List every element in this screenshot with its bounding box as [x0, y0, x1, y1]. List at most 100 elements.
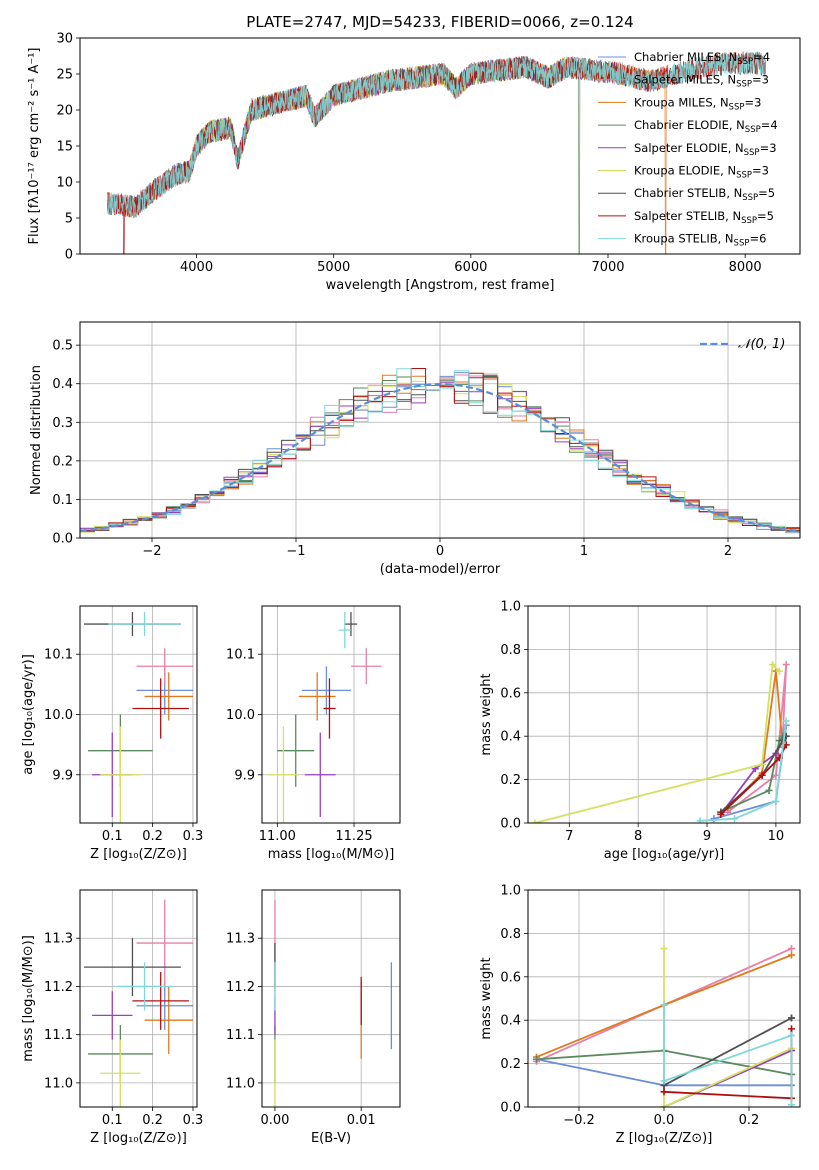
axes-frame: [79, 321, 801, 539]
y-tick-label: 9.9: [234, 768, 255, 783]
weight-marker: [660, 1088, 668, 1096]
y-tick-label: 0.1: [52, 493, 73, 508]
weight-marker: [765, 786, 773, 794]
weight-line-chabrier-stelib: [663, 1017, 792, 1087]
grid-lines: [80, 890, 197, 1107]
y-tick-label: 0.8: [500, 643, 521, 658]
errorbar-salpeter-stelib: [323, 678, 336, 739]
y-tick-label: 0: [65, 248, 73, 263]
x-axis-label: mass [log₁₀(M/M⊙)]: [268, 847, 395, 862]
x-tick-label: 2: [724, 544, 732, 559]
legend-name: Salpeter MILES, N: [634, 73, 736, 87]
y-tick-label: 11.1: [226, 1028, 255, 1043]
age-vs-metallicity-panel: 0.1 0.2 0.3 9.9 10.0 10.1 Z [log₁₀(Z/Z⊙)] age […: [21, 605, 204, 862]
legend-name: Salpeter ELODIE, N: [634, 141, 744, 155]
x-axis-label: Z [log₁₀(Z/Z⊙)]: [616, 1131, 713, 1146]
weight-marker: [531, 819, 539, 823]
weight-vs-metallicity-panel: −0.2 0.0 0.2 0.0 0.2 0.4 0.6 0.8 1.0 Z [log₁₀(Z/Z…: [479, 884, 801, 1146]
spectrum-line-salpeter-stelib: [107, 51, 767, 254]
x-axis-label: Z [log₁₀(Z/Z⊙)]: [90, 1131, 187, 1146]
x-tick-label: 0.3: [183, 1113, 204, 1128]
y-tick-label: 11.3: [44, 932, 73, 947]
errorbar-kroupa-stelib: [108, 612, 181, 637]
weight-line-kroupa-stelib: [663, 1005, 793, 1105]
y-tick-label: 0.0: [500, 1101, 521, 1116]
legend-name: Chabrier STELIB, N: [634, 186, 742, 200]
normal-curve: [80, 382, 800, 533]
errorbar-salpeter-stelib: [132, 678, 189, 739]
errorbar-salpeter-miles: [136, 899, 193, 987]
y-tick-label: 0.2: [52, 454, 73, 469]
axes-frame: [79, 889, 198, 1108]
y-tick-label: 0.4: [500, 1014, 521, 1029]
weight-line-kroupa-elodie: [534, 662, 780, 823]
weight-line-kroupa-elodie: [663, 948, 792, 1107]
axes-frame: [79, 605, 198, 824]
legend-sub: SSP: [745, 125, 761, 135]
x-tick-label: 10: [768, 829, 785, 844]
weight-marker: [775, 667, 783, 675]
legend-entry: Salpeter STELIB, NSSP=5: [634, 209, 774, 226]
errorbar-kroupa-elodie: [100, 1039, 141, 1107]
weight-marker: [710, 815, 718, 823]
x-tick-label: 0.00: [260, 1113, 289, 1128]
legend-name: Chabrier MILES, N: [634, 50, 737, 64]
legend-sub: SSP: [736, 80, 752, 90]
x-tick-label: −0.2: [563, 1113, 595, 1128]
y-tick-label: 11.0: [44, 1076, 73, 1091]
y-tick-label: 11.0: [226, 1076, 255, 1091]
x-tick-label: 6000: [454, 260, 487, 275]
y-tick-label: 0.0: [500, 817, 521, 832]
x-tick-label: 9: [703, 829, 711, 844]
y-tick-label: 0.3: [52, 416, 73, 431]
y-tick-label: 11.1: [44, 1028, 73, 1043]
y-tick-label: 10.1: [44, 648, 73, 663]
errorbar-chabrier-stelib: [344, 612, 358, 637]
legend-suffix: =4: [761, 118, 778, 132]
y-tick-label: 0.4: [500, 730, 521, 745]
mass-vs-metallicity-panel: 0.1 0.2 0.3 11.0 11.1 11.2 11.3 Z [log₁₀(Z/Z⊙)]…: [21, 889, 204, 1146]
legend-sub: SSP: [742, 193, 758, 203]
legend-entry: Kroupa MILES, NSSP=3: [634, 95, 761, 112]
error-bars: [84, 612, 193, 823]
weight-marker: [788, 1101, 795, 1107]
y-axis-label: mass [log₁₀(M/M⊙)]: [21, 935, 36, 1062]
error-bars: [274, 899, 393, 1107]
x-tick-label: 0.2: [739, 1113, 760, 1128]
errorbar-kroupa-miles: [144, 986, 193, 1054]
errorbar-salpeter-miles: [350, 648, 382, 685]
y-tick-label: 11.2: [226, 980, 255, 995]
grid-lines: [262, 890, 400, 1107]
weight-line-kroupa-miles: [727, 670, 784, 809]
y-tick-label: 0.8: [500, 927, 521, 942]
x-tick-label: 1: [580, 544, 588, 559]
histogram-kroupa-stelib: [80, 368, 800, 533]
weight-lines: [533, 945, 795, 1107]
weight-marker: [782, 717, 790, 725]
error-bars: [268, 612, 382, 823]
errorbar-kroupa-stelib: [116, 962, 173, 1011]
x-tick-label: 0.3: [183, 829, 204, 844]
weight-marker: [788, 1031, 795, 1039]
y-tick-label: 10.0: [44, 708, 73, 723]
grid-lines: [262, 606, 400, 823]
legend-name: Salpeter STELIB, N: [634, 209, 741, 223]
x-axis-label: Z [log₁₀(Z/Z⊙)]: [90, 847, 187, 862]
legend-sub: SSP: [736, 171, 752, 181]
axes-frame: [79, 37, 801, 255]
x-tick-label: −2: [142, 544, 161, 559]
error-bars: [84, 899, 193, 1107]
y-tick-label: 0.6: [500, 686, 521, 701]
legend-sub: SSP: [744, 148, 760, 158]
residuals-panel: −2 −1 0 1 2 0.0 0.1 0.2 0.3 0.4 0.5 (data-model)/er…: [29, 321, 801, 577]
legend-entry: 𝒩(0, 1): [738, 337, 785, 352]
legend-entry: Kroupa STELIB, NSSP=6: [634, 232, 766, 249]
legend-name: Kroupa MILES, N: [634, 95, 729, 109]
errorbar-kroupa-elodie: [100, 726, 141, 823]
axes-frame: [527, 605, 801, 824]
spectrum-line-kroupa-stelib: [107, 51, 767, 218]
x-tick-label: 7000: [591, 260, 624, 275]
legend-suffix: =3: [744, 95, 761, 109]
legend-suffix: =3: [752, 164, 769, 178]
weight-marker: [660, 1077, 668, 1085]
